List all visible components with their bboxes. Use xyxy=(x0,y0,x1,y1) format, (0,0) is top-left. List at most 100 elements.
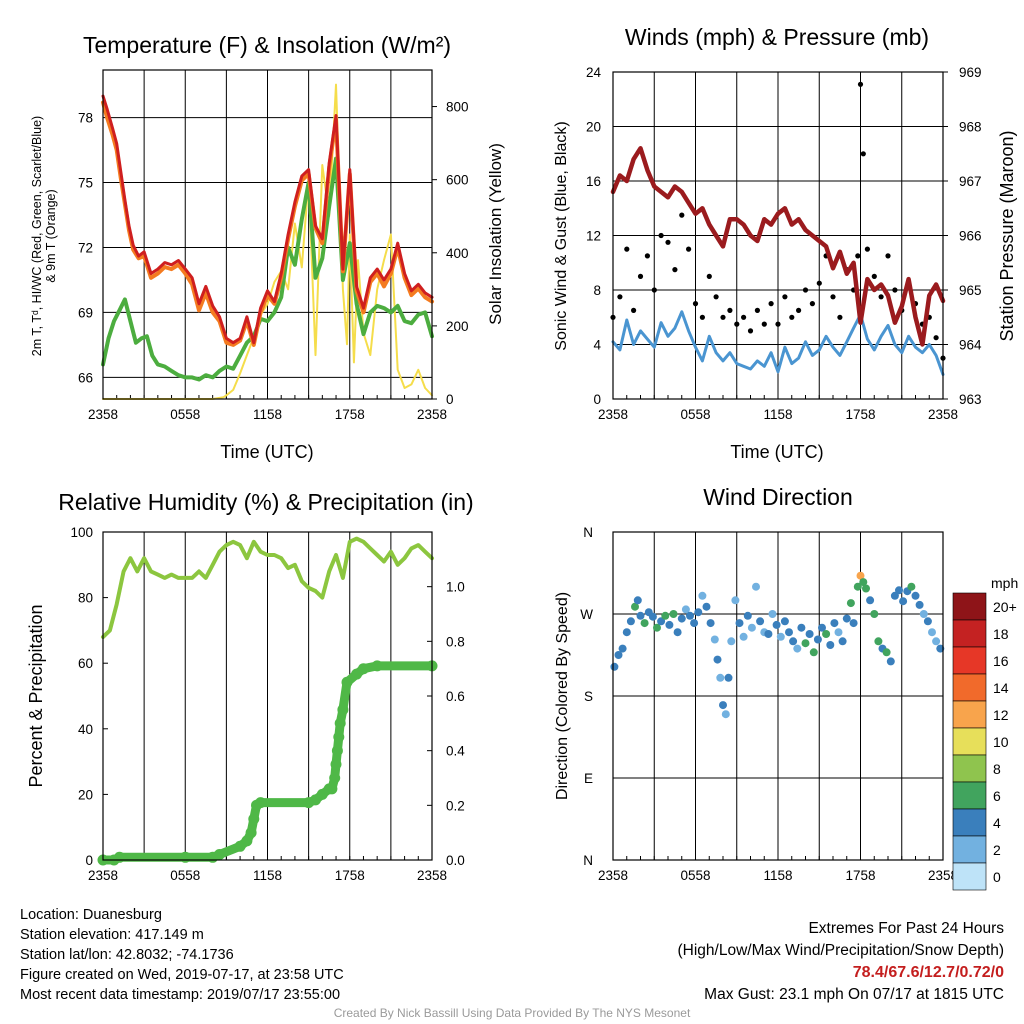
wind-direction-point xyxy=(849,619,858,628)
wind-direction-point xyxy=(747,623,756,632)
station-info: Location: Duanesburg Station elevation: … xyxy=(20,905,344,1005)
sonic-wind-line xyxy=(611,310,945,376)
temp-x-tick-label: 2358 xyxy=(417,407,447,422)
dir-y-tick-label: N xyxy=(583,853,593,868)
gust-point xyxy=(864,246,871,252)
wind-y-left-tick-label: 12 xyxy=(586,229,601,244)
wind-direction-point xyxy=(669,610,678,618)
temp-ylabel-left-1: 2m T, Tᵈ, HI/WC (Red, Green, Scarlet/Blu… xyxy=(30,116,44,356)
temp-y-left-tick-label: 78 xyxy=(78,111,93,126)
wind-direction-point xyxy=(610,662,619,671)
gust-point xyxy=(679,212,685,218)
temp-y-left-tick-label: 69 xyxy=(78,305,93,320)
wind-direction-point xyxy=(785,628,793,637)
rh-x-tick-label: 2358 xyxy=(88,868,118,883)
temp-x-tick-label: 1158 xyxy=(253,407,282,422)
rh-y-right-tick-label: 0.8 xyxy=(446,634,465,649)
wind-y-right-tick-label: 964 xyxy=(959,338,982,353)
wind-direction-point xyxy=(826,641,835,649)
wind-direction-point xyxy=(673,628,682,637)
wind-direction-point xyxy=(622,628,631,637)
gust-point xyxy=(855,253,861,259)
wind-direction-point xyxy=(756,617,765,626)
wind-direction-point xyxy=(665,620,674,629)
humidity-ylabel-left: Percent & Precipitation xyxy=(26,604,46,787)
rh-y-right-tick-label: 0.4 xyxy=(446,744,465,759)
gust-point xyxy=(768,301,774,307)
gust-point xyxy=(637,273,644,279)
wind-direction-point xyxy=(764,630,773,638)
wind-direction-point xyxy=(631,602,639,611)
wind-direction-point xyxy=(686,611,694,620)
colorbar-label: 10 xyxy=(993,734,1009,750)
wind-direction-point xyxy=(862,584,870,593)
colorbar-label: 16 xyxy=(993,653,1009,669)
wind-direction-point xyxy=(915,600,924,609)
wind-direction-point xyxy=(830,619,839,628)
gust-point xyxy=(665,239,671,245)
dir-y-tick-label: S xyxy=(584,689,593,704)
wind-y-left-tick-label: 0 xyxy=(593,392,601,407)
precipitation-line xyxy=(98,661,437,865)
wind-direction-point xyxy=(677,614,686,623)
gust-point xyxy=(761,321,767,327)
wind-direction-point xyxy=(719,701,727,710)
wind-x-tick-label: 0558 xyxy=(680,407,710,422)
wind-direction-point xyxy=(636,611,645,620)
wind-direction-point xyxy=(727,637,736,646)
wind-direction-point xyxy=(923,617,932,626)
colorbar-label: 14 xyxy=(993,680,1009,696)
wind-direction-point xyxy=(743,611,752,620)
rh-plot-frame xyxy=(102,531,433,861)
rh-y-right-tick-label: 1.0 xyxy=(446,580,465,595)
wind-direction-point xyxy=(919,610,928,618)
wind-direction-point xyxy=(813,635,822,644)
wind-x-tick-label: 2358 xyxy=(928,407,958,422)
temp-x-tick-label: 0558 xyxy=(170,407,200,422)
temp-y-right-tick-label: 600 xyxy=(446,173,469,188)
gust-point xyxy=(892,287,898,293)
wind-y-left-tick-label: 4 xyxy=(593,338,601,353)
wind-y-left-tick-label: 24 xyxy=(586,65,602,80)
wind-y-right-tick-label: 969 xyxy=(959,65,982,80)
gust-point xyxy=(789,314,795,320)
wind-xlabel: Time (UTC) xyxy=(730,442,823,462)
wind-y-right-tick-label: 967 xyxy=(959,174,982,189)
colorbar-swatch xyxy=(952,781,987,810)
wind-direction-point xyxy=(657,617,666,626)
wind-direction-point xyxy=(694,608,703,617)
wind-direction-point xyxy=(721,710,730,719)
wind-direction-point xyxy=(776,632,785,641)
colorbar-swatch xyxy=(952,673,987,702)
wind-y-right-tick-label: 965 xyxy=(959,283,982,298)
wind-direction-point xyxy=(772,620,781,629)
wind-y-left-tick-label: 20 xyxy=(586,120,601,135)
wind-direction-point xyxy=(713,655,722,664)
wind-panel-title: Winds (mph) & Pressure (mb) xyxy=(625,24,929,50)
wind-direction-point xyxy=(853,582,862,591)
created-text: Figure created on Wed, 2019-07-17, at 23… xyxy=(20,967,344,983)
recent-text: Most recent data timestamp: 2019/07/17 2… xyxy=(20,987,341,1003)
temp-y-left-tick-label: 72 xyxy=(78,240,93,255)
gust-point xyxy=(734,321,740,327)
gust-point xyxy=(816,280,822,286)
colorbar-swatch xyxy=(952,727,987,756)
wind-y-right-tick-label: 963 xyxy=(959,392,982,407)
rh-x-tick-label: 0558 xyxy=(170,868,200,883)
rh-y-left-tick-label: 80 xyxy=(78,591,93,606)
wind-y-left-tick-label: 8 xyxy=(593,283,601,298)
wind-direction-point xyxy=(834,628,843,637)
latlon-text: Station lat/lon: 42.8032; -74.1736 xyxy=(20,947,234,963)
wind-direction-point xyxy=(882,648,891,657)
colorbar-label: 2 xyxy=(993,842,1001,858)
max-gust-text: Max Gust: 23.1 mph On 07/17 at 1815 UTC xyxy=(704,986,1004,1003)
gust-point xyxy=(857,81,864,87)
wind-direction-point xyxy=(797,623,806,632)
gust-point xyxy=(658,232,664,239)
location-text: Location: Duanesburg xyxy=(20,907,162,923)
wind-direction-point xyxy=(822,630,831,638)
temp-panel-title: Temperature (F) & Insolation (W/m²) xyxy=(83,32,451,58)
wind-direction-point xyxy=(633,596,642,605)
gust-point xyxy=(644,253,651,259)
direction-panel-title: Wind Direction xyxy=(703,484,853,510)
